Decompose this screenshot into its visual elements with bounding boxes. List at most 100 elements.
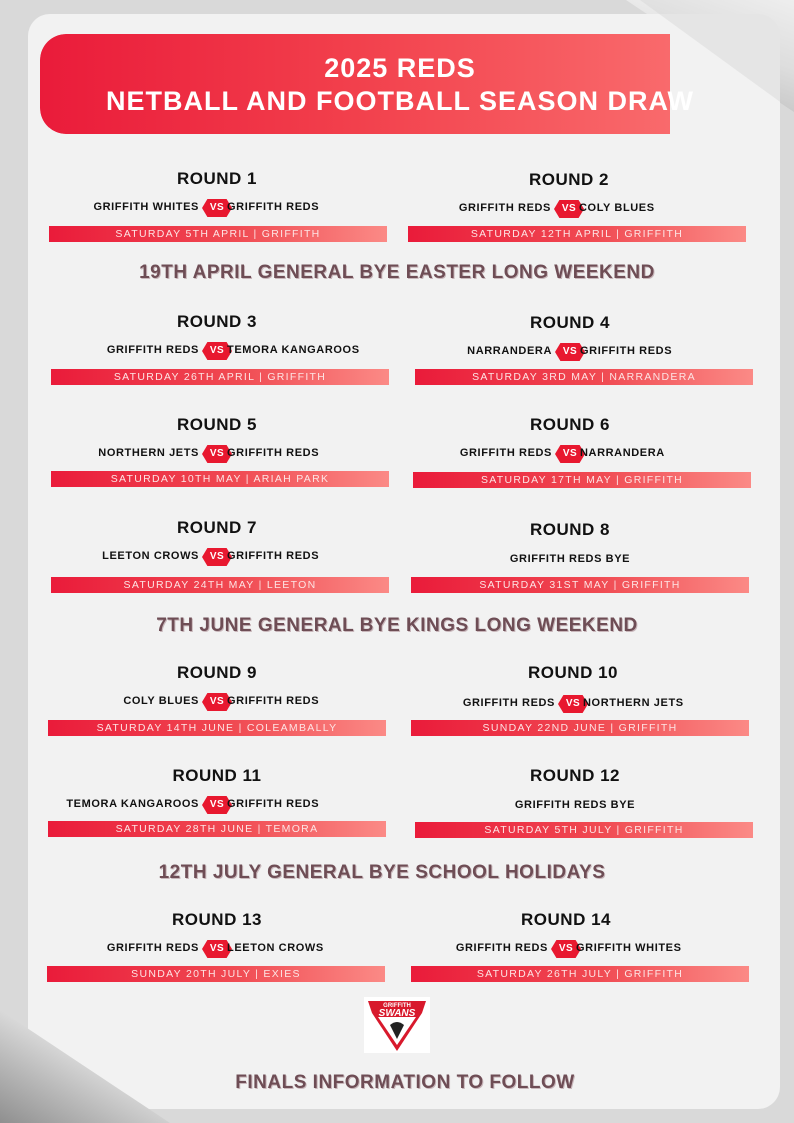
round-title: ROUND 14 bbox=[521, 910, 611, 929]
round-card: ROUND 8 GRIFFITH REDS BYE bbox=[370, 519, 770, 571]
fixture: GRIFFITH REDS BYE bbox=[370, 547, 770, 571]
logo-top-text: GRIFFITH bbox=[383, 1003, 411, 1009]
date-venue-bar: SATURDAY 14TH JUNE | COLEAMBALLY bbox=[48, 720, 386, 736]
fixture: GRIFFITH REDS VS GRIFFITH WHITES bbox=[366, 937, 766, 961]
round-card: ROUND 1 GRIFFITH WHITES VS GRIFFITH REDS bbox=[17, 168, 417, 220]
away-team: GRIFFITH REDS bbox=[227, 447, 320, 459]
round-card: ROUND 14 GRIFFITH REDS VS GRIFFITH WHITE… bbox=[366, 909, 766, 961]
round-card: ROUND 2 GRIFFITH REDS VS COLY BLUES bbox=[369, 169, 769, 221]
round-title: ROUND 7 bbox=[176, 518, 257, 537]
vs-badge: VS bbox=[551, 940, 581, 958]
round-title: ROUND 1 bbox=[176, 169, 257, 188]
fixture: TEMORA KANGAROOS VS GRIFFITH REDS bbox=[17, 793, 417, 817]
round-title: ROUND 4 bbox=[529, 313, 610, 332]
round-title: ROUND 10 bbox=[528, 663, 618, 682]
home-team: TEMORA KANGAROOS bbox=[66, 798, 199, 810]
vs-badge: VS bbox=[202, 940, 232, 958]
date-venue-bar: SUNDAY 20TH JULY | EXIES bbox=[47, 966, 385, 982]
date-venue-bar: SATURDAY 3RD MAY | NARRANDERA bbox=[415, 369, 753, 385]
date-venue-bar: SATURDAY 26TH JULY | GRIFFITH bbox=[411, 966, 749, 982]
vs-badge: VS bbox=[554, 200, 584, 218]
away-team: NORTHERN JETS bbox=[583, 697, 684, 709]
logo-text: SWANS bbox=[379, 1008, 416, 1019]
round-card: ROUND 3 GRIFFITH REDS VS TEMORA KANGAROO… bbox=[17, 311, 417, 363]
away-team: GRIFFITH WHITES bbox=[576, 942, 682, 954]
vs-badge: VS bbox=[202, 796, 232, 814]
round-card: ROUND 13 GRIFFITH REDS VS LEETON CROWS bbox=[17, 909, 417, 961]
round-title: ROUND 12 bbox=[530, 766, 620, 785]
away-team: GRIFFITH REDS bbox=[227, 201, 320, 213]
home-team: GRIFFITH WHITES bbox=[93, 201, 199, 213]
bye-label: GRIFFITH REDS BYE bbox=[514, 799, 636, 811]
round-title: ROUND 2 bbox=[528, 170, 609, 189]
bye-label: GRIFFITH REDS BYE bbox=[509, 553, 631, 565]
fixture: GRIFFITH REDS VS COLY BLUES bbox=[369, 197, 769, 221]
round-title: ROUND 3 bbox=[176, 312, 257, 331]
away-team: NARRANDERA bbox=[580, 447, 665, 459]
fixture: GRIFFITH REDS VS TEMORA KANGAROOS bbox=[17, 339, 417, 363]
vs-badge: VS bbox=[202, 445, 232, 463]
date-venue-bar: SATURDAY 28TH JUNE | TEMORA bbox=[48, 821, 386, 837]
round-card: ROUND 12 GRIFFITH REDS BYE bbox=[375, 765, 775, 817]
date-venue-bar: SATURDAY 5TH APRIL | GRIFFITH bbox=[49, 226, 387, 242]
title-line-1: 2025 REDS bbox=[324, 53, 476, 83]
title-text: 2025 REDS NETBALL AND FOOTBALL SEASON DR… bbox=[40, 52, 760, 118]
home-team: GRIFFITH REDS bbox=[462, 697, 555, 709]
date-venue-bar: SATURDAY 26TH APRIL | GRIFFITH bbox=[51, 369, 389, 385]
date-venue-bar: SATURDAY 5TH JULY | GRIFFITH bbox=[415, 822, 753, 838]
vs-badge: VS bbox=[202, 548, 232, 566]
home-team: GRIFFITH REDS bbox=[106, 344, 199, 356]
round-card: ROUND 10 GRIFFITH REDS VS NORTHERN JETS bbox=[373, 662, 773, 716]
vs-badge: VS bbox=[202, 342, 232, 360]
fixture: COLY BLUES VS GRIFFITH REDS bbox=[17, 690, 417, 714]
away-team: GRIFFITH REDS bbox=[227, 550, 320, 562]
date-venue-bar: SATURDAY 12TH APRIL | GRIFFITH bbox=[408, 226, 746, 242]
away-team: GRIFFITH REDS bbox=[580, 345, 673, 357]
vs-badge: VS bbox=[202, 199, 232, 217]
vs-badge: VS bbox=[555, 343, 585, 361]
round-title: ROUND 13 bbox=[172, 910, 262, 929]
away-team: TEMORA KANGAROOS bbox=[227, 344, 360, 356]
fixture: GRIFFITH WHITES VS GRIFFITH REDS bbox=[17, 196, 417, 220]
round-title: ROUND 8 bbox=[529, 520, 610, 539]
fixture: LEETON CROWS VS GRIFFITH REDS bbox=[17, 545, 417, 569]
poster-paper bbox=[28, 14, 780, 1109]
fixture: NARRANDERA VS GRIFFITH REDS bbox=[370, 340, 770, 364]
round-card: ROUND 7 LEETON CROWS VS GRIFFITH REDS bbox=[17, 517, 417, 569]
round-card: ROUND 11 TEMORA KANGAROOS VS GRIFFITH RE… bbox=[17, 765, 417, 817]
fixture: GRIFFITH REDS VS NORTHERN JETS bbox=[373, 692, 773, 716]
round-title: ROUND 5 bbox=[176, 415, 257, 434]
home-team: LEETON CROWS bbox=[102, 550, 199, 562]
home-team: NARRANDERA bbox=[467, 345, 552, 357]
general-bye-note: 19TH APRIL GENERAL BYE EASTER LONG WEEKE… bbox=[139, 262, 655, 283]
fixture: GRIFFITH REDS VS NARRANDERA bbox=[370, 442, 770, 466]
away-team: GRIFFITH REDS bbox=[227, 695, 320, 707]
fixture: GRIFFITH REDS VS LEETON CROWS bbox=[17, 937, 417, 961]
home-team: COLY BLUES bbox=[123, 695, 199, 707]
home-team: GRIFFITH REDS bbox=[455, 942, 548, 954]
round-title: ROUND 9 bbox=[176, 663, 257, 682]
round-card: ROUND 6 GRIFFITH REDS VS NARRANDERA bbox=[370, 414, 770, 466]
date-venue-bar: SATURDAY 10TH MAY | ARIAH PARK bbox=[51, 471, 389, 487]
title-banner bbox=[40, 34, 670, 134]
vs-badge: VS bbox=[202, 693, 232, 711]
home-team: GRIFFITH REDS bbox=[458, 202, 551, 214]
home-team: GRIFFITH REDS bbox=[106, 942, 199, 954]
title-line-2: NETBALL AND FOOTBALL SEASON DRAW bbox=[106, 86, 694, 116]
date-venue-bar: SATURDAY 31ST MAY | GRIFFITH bbox=[411, 577, 749, 593]
home-team: GRIFFITH REDS bbox=[459, 447, 552, 459]
round-card: ROUND 5 NORTHERN JETS VS GRIFFITH REDS bbox=[17, 414, 417, 466]
date-venue-bar: SUNDAY 22ND JUNE | GRIFFITH bbox=[411, 720, 749, 736]
general-bye-note: 7TH JUNE GENERAL BYE KINGS LONG WEEKEND bbox=[156, 615, 638, 636]
round-title: ROUND 6 bbox=[529, 415, 610, 434]
fixture: NORTHERN JETS VS GRIFFITH REDS bbox=[17, 442, 417, 466]
round-title: ROUND 11 bbox=[172, 766, 262, 785]
griffith-swans-logo: GRIFFITH SWANS bbox=[364, 997, 430, 1053]
vs-badge: VS bbox=[555, 445, 585, 463]
fixture: GRIFFITH REDS BYE bbox=[375, 793, 775, 817]
away-team: GRIFFITH REDS bbox=[227, 798, 320, 810]
date-venue-bar: SATURDAY 24TH MAY | LEETON bbox=[51, 577, 389, 593]
footer-note: FINALS INFORMATION TO FOLLOW bbox=[235, 1072, 575, 1093]
away-team: COLY BLUES bbox=[579, 202, 655, 214]
general-bye-note: 12TH JULY GENERAL BYE SCHOOL HOLIDAYS bbox=[158, 862, 606, 883]
